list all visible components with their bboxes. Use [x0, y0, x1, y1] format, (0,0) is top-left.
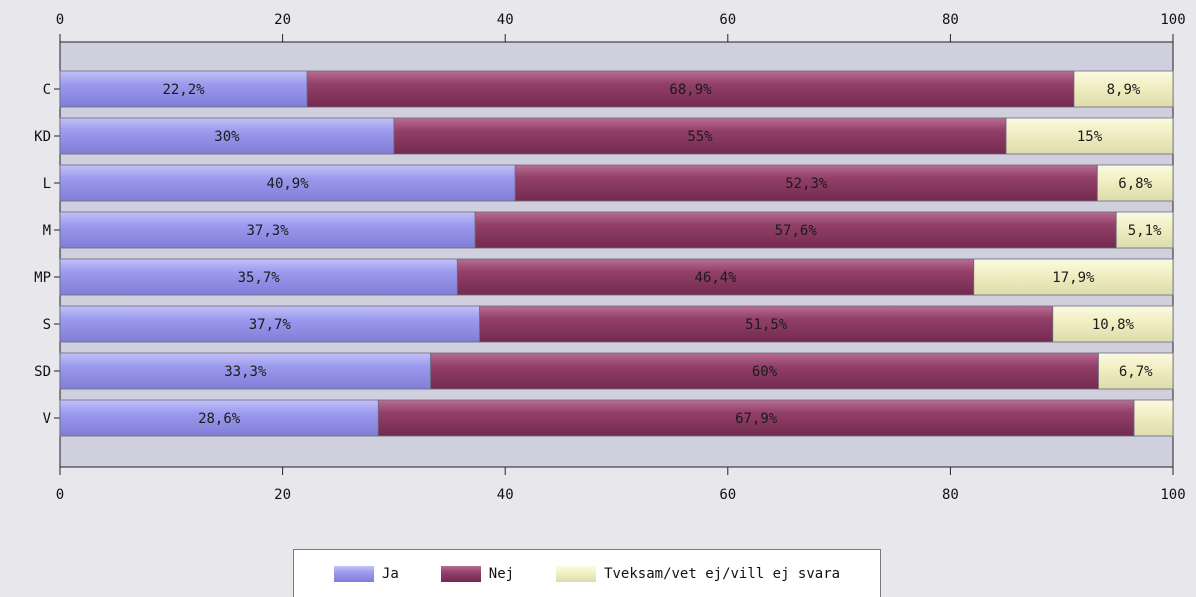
- y-tick-label-sd: SD: [34, 364, 51, 380]
- bar-mp-series-0: [59, 258, 458, 296]
- bar-label-s-series-1: 51,5%: [745, 317, 788, 333]
- top-x-tick-label: 0: [56, 12, 64, 28]
- bars: 22,2% 68,9% 8,9% 30% 55% 15% 40,9% 52,3% 6,8% 37,…: [59, 70, 1174, 437]
- bar-l-series-0: [59, 164, 516, 202]
- bar-label-kd-series-2: 15%: [1077, 129, 1103, 145]
- bar-label-c-series-1: 68,9%: [669, 82, 712, 98]
- y-tick-label-mp: MP: [34, 270, 51, 286]
- top-x-axis: 0 20 40 60 80 100: [56, 12, 1186, 42]
- bar-label-sd-series-0: 33,3%: [224, 364, 267, 380]
- legend-label-ja: Ja: [381, 565, 399, 582]
- bar-m-series-2: [1115, 211, 1174, 249]
- bar-label-kd-series-0: 30%: [214, 129, 240, 145]
- bar-kd-series-1: [393, 117, 1007, 155]
- bottom-x-tick-label: 40: [497, 487, 514, 503]
- bar-sd-series-0: [59, 352, 432, 390]
- bar-c-series-0: [59, 70, 308, 108]
- bar-label-v-series-1: 67,9%: [735, 411, 778, 427]
- bar-label-c-series-2: 8,9%: [1107, 82, 1141, 98]
- legend-label-tveksam: Tveksam/vet ej/vill ej svara: [604, 565, 841, 582]
- legend-label-nej: Nej: [488, 565, 515, 582]
- top-x-tick-label: 60: [719, 12, 736, 28]
- y-tick-label-kd: KD: [34, 129, 51, 145]
- bar-m-series-0: [59, 211, 476, 249]
- bar-label-m-series-2: 5,1%: [1128, 223, 1162, 239]
- top-x-tick-label: 20: [274, 12, 291, 28]
- bar-mp-series-1: [456, 258, 975, 296]
- bar-label-c-series-0: 22,2%: [162, 82, 205, 98]
- bar-s-series-1: [479, 305, 1054, 343]
- bottom-x-tick-label: 0: [56, 487, 64, 503]
- y-tick-label-s: S: [43, 317, 51, 333]
- bar-v-series-2: [1133, 399, 1174, 437]
- bottom-x-tick-label: 80: [942, 487, 959, 503]
- legend-item-nej: Nej: [440, 565, 515, 582]
- bottom-x-tick-label: 100: [1160, 487, 1185, 503]
- bar-label-l-series-1: 52,3%: [785, 176, 828, 192]
- bar-c-series-2: [1073, 70, 1174, 108]
- bar-label-v-series-0: 28,6%: [198, 411, 241, 427]
- y-tick-label-l: L: [43, 176, 51, 192]
- bottom-x-axis: 0 20 40 60 80 100: [56, 467, 1186, 503]
- legend: Ja Nej Tveksam/vet ej/vill ej svara: [293, 549, 881, 597]
- bar-label-mp-series-2: 17,9%: [1052, 270, 1095, 286]
- y-tick-label-m: M: [43, 223, 51, 239]
- bar-label-l-series-2: 6,8%: [1118, 176, 1152, 192]
- bar-label-sd-series-1: 60%: [752, 364, 778, 380]
- bar-label-m-series-0: 37,3%: [246, 223, 289, 239]
- legend-item-ja: Ja: [333, 565, 399, 582]
- top-x-tick-label: 80: [942, 12, 959, 28]
- bar-c-series-1: [306, 70, 1075, 108]
- legend-swatch-nej: [440, 565, 481, 582]
- bar-label-s-series-2: 10,8%: [1092, 317, 1135, 333]
- bar-label-l-series-0: 40,9%: [267, 176, 310, 192]
- bar-mp-series-2: [973, 258, 1174, 296]
- bar-label-sd-series-2: 6,7%: [1119, 364, 1153, 380]
- chart-canvas: 0 20 40 60 80 100 0 20 40 60 80 100 C KD L M MP S SD V 22…: [34, 12, 1186, 503]
- bar-label-s-series-0: 37,7%: [249, 317, 292, 333]
- y-axis: C KD L M MP S SD V: [34, 82, 60, 427]
- legend-swatch-tveksam: [556, 565, 597, 582]
- bar-l-series-2: [1096, 164, 1174, 202]
- bar-kd-series-2: [1005, 117, 1174, 155]
- bar-label-mp-series-0: 35,7%: [238, 270, 281, 286]
- bar-v-series-1: [377, 399, 1135, 437]
- bar-v-series-0: [59, 399, 379, 437]
- bar-label-mp-series-1: 46,4%: [694, 270, 737, 286]
- top-x-tick-label: 40: [497, 12, 514, 28]
- bottom-x-tick-label: 20: [274, 487, 291, 503]
- y-tick-label-c: C: [43, 82, 51, 98]
- plot-area: [59, 41, 1174, 468]
- top-x-tick-label: 100: [1160, 12, 1185, 28]
- bar-sd-series-2: [1098, 352, 1174, 390]
- bar-label-kd-series-1: 55%: [687, 129, 713, 145]
- bar-l-series-1: [514, 164, 1098, 202]
- y-tick-label-v: V: [43, 411, 52, 427]
- legend-item-tveksam: Tveksam/vet ej/vill ej svara: [556, 565, 841, 582]
- bottom-x-tick-label: 60: [719, 487, 736, 503]
- bar-m-series-1: [474, 211, 1117, 249]
- bar-s-series-0: [59, 305, 481, 343]
- bar-label-m-series-1: 57,6%: [775, 223, 818, 239]
- bar-sd-series-1: [430, 352, 1099, 390]
- bar-s-series-2: [1052, 305, 1174, 343]
- legend-swatch-ja: [333, 565, 374, 582]
